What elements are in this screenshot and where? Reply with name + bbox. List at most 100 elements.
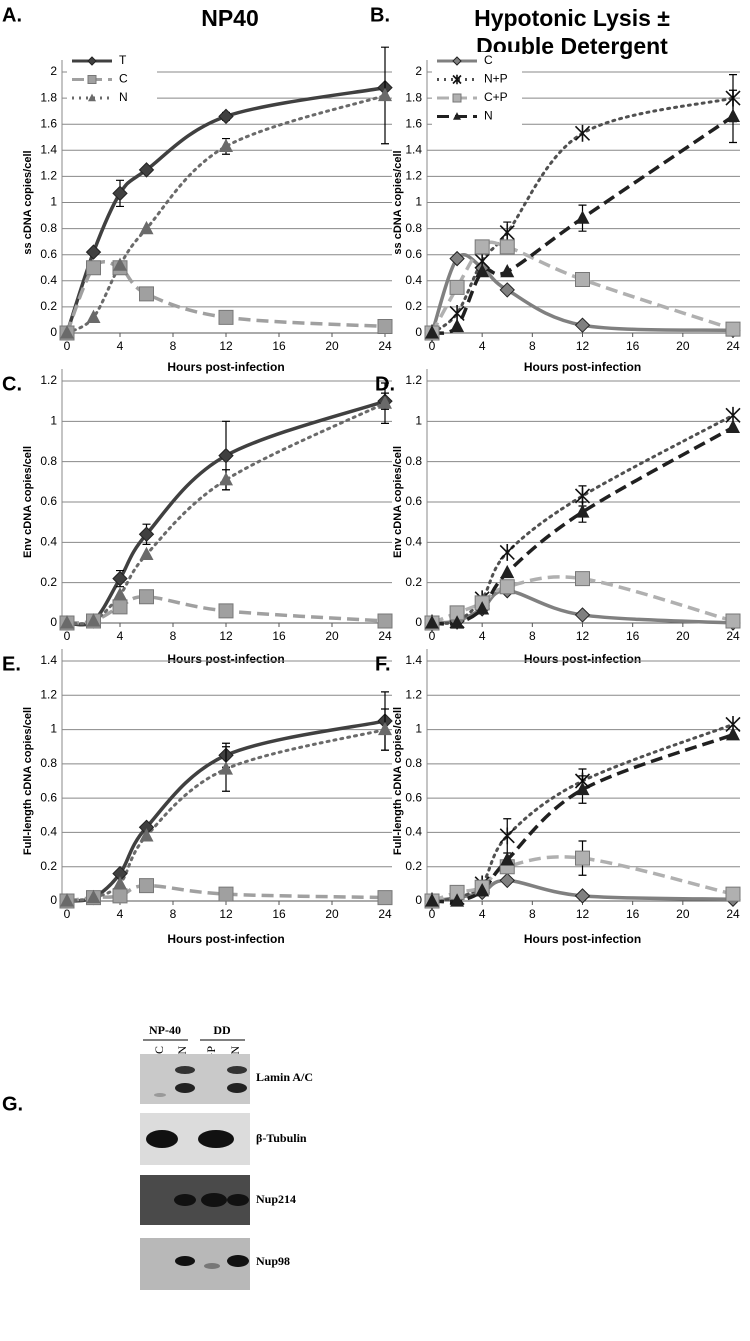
x-tick-label: 4 [479,339,486,353]
legend-label: N+P [484,72,508,86]
marker [86,309,101,323]
panel-label: D. [375,373,395,395]
marker [499,872,515,889]
marker [475,263,490,278]
x-tick-label: 12 [219,629,233,643]
marker [218,309,234,325]
y-tick-label: 0.6 [405,494,422,508]
y-tick-label: 0.6 [40,494,57,508]
marker [378,87,392,102]
y-tick-label: 1.6 [405,116,422,130]
marker [575,271,590,287]
marker [139,286,154,302]
marker [86,613,101,627]
x-tick-label: 8 [529,339,536,353]
panel-label: A. [2,4,22,26]
y-tick-label: 0.4 [405,825,422,839]
band [154,1093,166,1097]
marker [499,579,515,595]
legend-marker [452,74,462,85]
x-tick-label: 12 [219,907,233,921]
x-tick-label: 20 [325,339,339,353]
marker [500,263,515,278]
band [227,1083,247,1093]
y-tick-label: 1 [50,722,57,736]
x-axis-label: Hours post-infection [167,652,284,666]
y-tick-label: 2 [415,64,422,78]
y-tick-label: 0.2 [40,859,57,873]
marker [218,447,234,464]
group-label: DD [213,1023,231,1037]
marker [575,781,590,796]
panel-label: E. [2,653,21,675]
marker [575,210,590,224]
marker [139,828,154,842]
marker [139,546,154,561]
y-tick-label: 0.6 [405,790,422,804]
lane-label: N [228,1046,242,1055]
y-tick-label: 0.4 [405,273,422,287]
marker [138,526,155,542]
x-tick-label: 20 [325,629,339,643]
x-tick-label: 16 [272,339,286,353]
y-tick-label: 0.8 [40,454,57,468]
marker [726,419,740,433]
marker [425,615,439,629]
x-tick-label: 20 [676,907,690,921]
y-tick-label: 2 [50,64,57,78]
marker [499,282,515,298]
x-tick-label: 0 [64,629,71,643]
y-tick-label: 1.2 [40,687,57,701]
x-axis-label: Hours post-infection [167,932,284,946]
marker [499,239,515,255]
y-tick-label: 0.6 [40,790,57,804]
marker [450,318,465,333]
y-tick-label: 0.6 [405,247,422,261]
lane-label: C [152,1046,166,1054]
marker [112,599,128,615]
y-tick-label: 0.8 [40,756,57,770]
x-tick-label: 20 [676,339,690,353]
x-tick-label: 20 [325,907,339,921]
x-tick-label: 4 [117,339,124,353]
y-tick-label: 0.4 [40,825,57,839]
marker [449,250,465,267]
marker [475,883,490,897]
x-tick-label: 20 [676,629,690,643]
marker [86,260,101,276]
x-tick-label: 0 [64,339,71,353]
marker [574,124,591,142]
y-tick-label: 0.8 [405,221,422,235]
x-tick-label: 8 [529,907,536,921]
x-tick-label: 8 [170,629,177,643]
band-label: Nup214 [256,1192,296,1206]
marker [500,564,515,579]
band [175,1083,195,1093]
legend-marker [88,93,96,102]
y-tick-label: 1 [415,414,422,428]
marker [138,162,155,178]
marker [86,889,101,904]
x-axis-label: Hours post-infection [167,360,284,374]
x-tick-label: 4 [117,629,124,643]
x-tick-label: 4 [479,907,486,921]
panel-label: F. [375,653,391,675]
marker [574,888,591,904]
y-tick-label: 1.2 [40,169,57,183]
marker [112,570,128,587]
y-tick-label: 1.2 [40,373,57,387]
x-tick-label: 0 [429,339,436,353]
y-tick-label: 0 [50,615,57,629]
y-tick-label: 1.2 [405,373,422,387]
marker [113,587,127,601]
marker [474,239,490,255]
marker [139,878,154,894]
legend-label: C [484,53,493,67]
panel-label: G. [2,1093,23,1115]
y-tick-label: 0 [415,325,422,339]
marker [499,224,515,241]
band-label: β-Tubulin [256,1131,307,1145]
x-tick-label: 16 [626,629,640,643]
marker [377,318,393,334]
